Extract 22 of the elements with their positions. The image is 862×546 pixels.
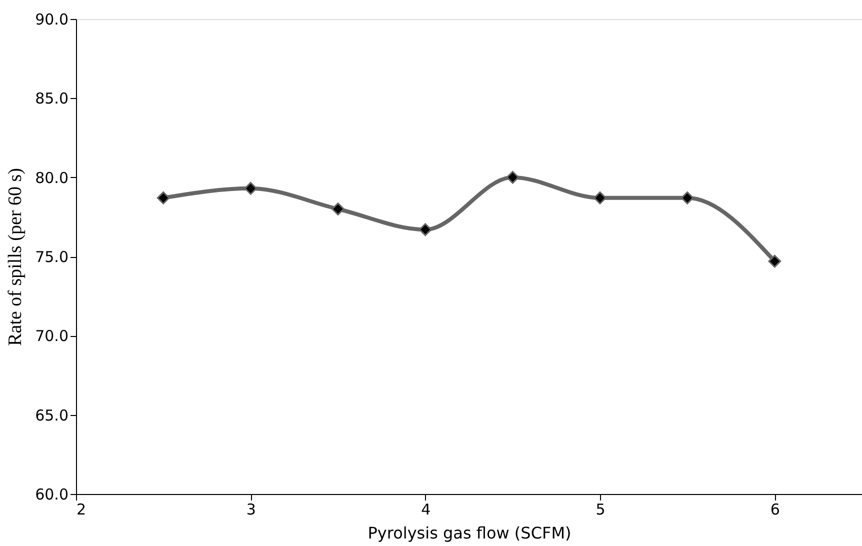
- point: [332, 202, 344, 216]
- point: [244, 182, 258, 195]
- x-tick-label: 6: [770, 500, 780, 518]
- point: [156, 191, 170, 204]
- x-tick-label: 5: [596, 500, 606, 518]
- point: [680, 191, 694, 204]
- x-tick-label: 4: [421, 500, 431, 518]
- y-tick-label: 90.0: [35, 10, 68, 28]
- point: [506, 170, 520, 184]
- y-tick-label: 70.0: [35, 327, 68, 346]
- x-axis-title: Pyrolysis gas flow (SCFM): [368, 524, 572, 542]
- y-tick-label: 75.0: [35, 248, 68, 266]
- point: [768, 254, 782, 268]
- y-tick-label: 85.0: [35, 90, 68, 108]
- y-axis-title: Rate of spills (per 60 s): [5, 168, 26, 346]
- point: [418, 223, 432, 236]
- y-tick-label: 80.0: [35, 168, 68, 187]
- x-tick-label: 3: [246, 500, 256, 518]
- y-tick-label: 60.0: [35, 486, 68, 504]
- y-tick-label: 65.0: [35, 406, 68, 424]
- x-tick-label: 2: [76, 500, 86, 518]
- point: [594, 191, 606, 204]
